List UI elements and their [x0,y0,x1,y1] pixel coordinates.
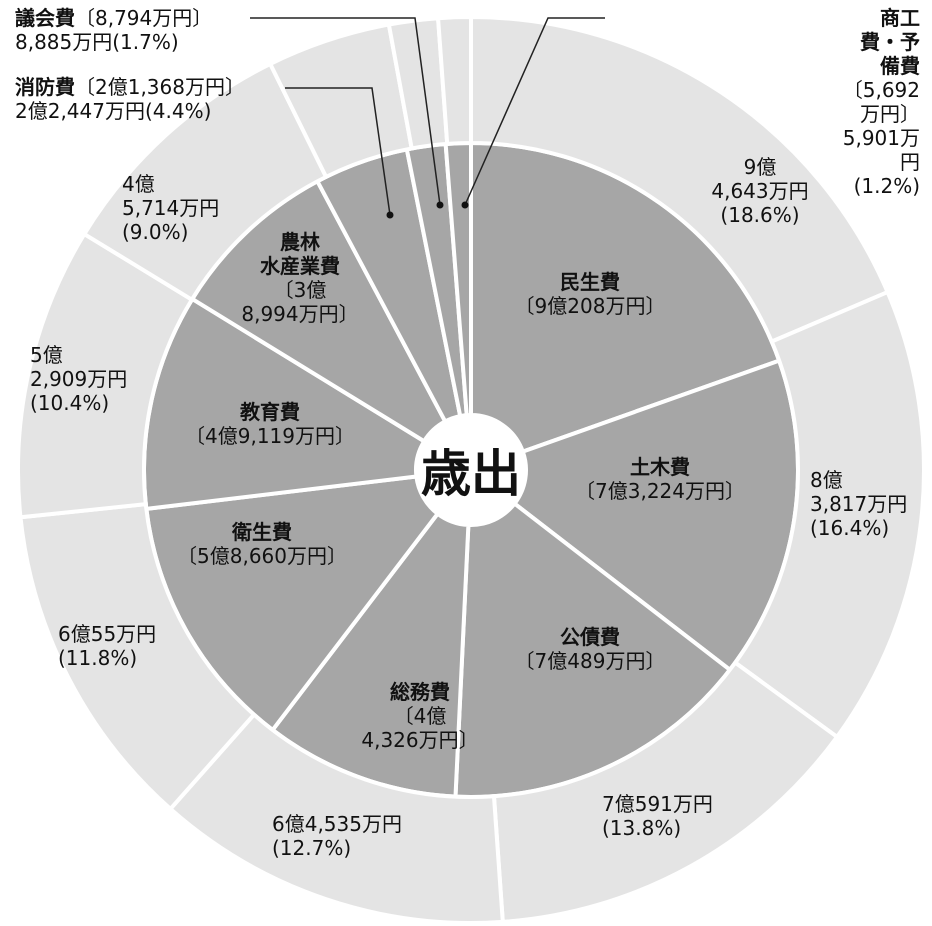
inner-value-label: 〔7億3,224万円〕 [575,479,745,503]
category-label: 商工費・予備費 [860,6,920,78]
inner-value-label: 〔5,692万円〕 [842,78,920,126]
inner-label: 公債費 〔7億489万円〕 [515,625,666,673]
category-label: 民生費 [560,270,620,294]
chart-title: 歳出 [421,445,521,503]
callout-dot [386,211,394,219]
outer-value-label: 6億55万円 (11.8%) [58,622,156,670]
callout-label: 議会費〔8,794万円〕 8,885万円(1.7%) [15,6,212,54]
inner-label: 教育費 〔4億9,119万円〕 [185,400,355,448]
outer-value-label: 8億 3,817万円 (16.4%) [810,468,907,540]
inner-label: 総務費 〔4億 4,326万円〕 [361,680,478,752]
callout-line [285,87,391,216]
callout-dot [436,201,444,209]
outer-value-label: 6億4,535万円 (12.7%) [272,812,402,860]
outer-value-label-text: 6億4,535万円 (12.7%) [272,812,402,860]
center-hole [416,415,526,525]
outer-value-label: 2億2,447万円(4.4%) [15,99,212,123]
outer-value-label-text: 4億 5,714万円 (9.0%) [122,172,220,244]
inner-value-label: 〔4億 4,326万円〕 [361,704,479,752]
callout-label: 商工費・予備費〔5,692万円〕 5,901万円(1.2%) [843,6,920,198]
outer-value-label-text: 8億 3,817万円 (16.4%) [810,468,908,540]
outer-value-label: 4億 5,714万円 (9.0%) [122,172,219,244]
outer-value-label: 9億 4,643万円 (18.6%) [711,155,808,227]
inner-value-label: 〔7億489万円〕 [514,649,666,673]
callout-label: 消防費〔2億1,368万円〕 2億2,447万円(4.4%) [15,75,245,123]
inner-label: 土木費 〔7億3,224万円〕 [575,455,745,503]
outer-value-label: 7億591万円 (13.8%) [602,792,713,840]
callout-dot [461,201,469,209]
inner-value-label: 〔3億 8,994万円〕 [241,278,359,326]
category-label: 衛生費 [231,520,292,544]
inner-label: 衛生費 〔5億8,660万円〕 [177,520,347,568]
category-label: 農林 水産業費 [259,230,340,278]
category-label: 土木費 [629,455,690,479]
category-label: 公債費 [560,625,620,649]
outer-value-label-text: 5億 2,909万円 (10.4%) [30,343,128,415]
category-label: 教育費 [239,400,300,424]
inner-label: 民生費 〔9億208万円〕 [515,270,666,318]
category-label: 総務費 [389,680,450,704]
callout-line [250,17,441,206]
inner-label: 農林 水産業費 〔3億 8,994万円〕 [241,230,358,326]
inner-value-label: 〔2億1,368万円〕 [75,75,245,99]
outer-value-label: 8,885万円(1.7%) [15,30,179,54]
outer-value-label-text: 6億55万円 (11.8%) [58,622,157,670]
inner-value-label: 〔4億9,119万円〕 [185,424,355,448]
inner-value-label: 〔9億208万円〕 [514,294,666,318]
slices [16,14,926,925]
inner-value-label: 〔5億8,660万円〕 [177,544,347,568]
outer-value-label-text: 9億 4,643万円 (18.6%) [711,155,809,227]
outer-slice [435,14,473,147]
outer-value-label: 5,901万円(1.2%) [842,126,920,198]
category-label: 議会費 [15,6,75,30]
outer-value-label: 5億 2,909万円 (10.4%) [30,343,127,415]
outer-value-label-text: 7億591万円 (13.8%) [602,792,713,840]
inner-value-label: 〔8,794万円〕 [75,6,213,30]
callout-line [464,17,605,206]
category-label: 消防費 [15,75,75,99]
